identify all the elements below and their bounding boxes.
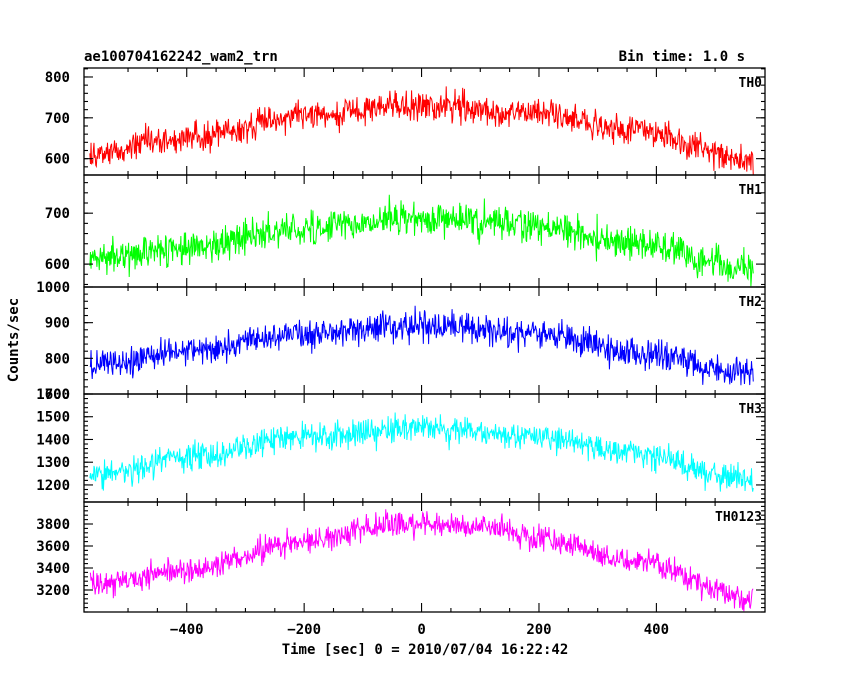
x-tick-label: 0 <box>417 622 425 638</box>
y-tick-label: 600 <box>45 152 70 168</box>
panel-th3: 1200 1300 1400 1500 1600 TH3 <box>36 387 766 503</box>
series-th1 <box>89 194 754 287</box>
series-th0 <box>89 86 754 175</box>
y-tick-label: 1000 <box>36 280 70 296</box>
y-tick-label: 800 <box>45 70 70 86</box>
panel-frame <box>83 286 766 395</box>
x-tick-label: −200 <box>287 622 321 638</box>
y-tick-label: 600 <box>45 257 70 273</box>
y-tick-label: 1600 <box>36 387 70 403</box>
chart-title: ae100704162242_wam2_trn <box>84 49 278 65</box>
panel-th0: 600 700 800 TH0 <box>45 67 766 176</box>
panel-label-th0123: TH0123 <box>715 510 762 525</box>
panel-frame <box>83 67 766 176</box>
panel-frame <box>83 174 766 288</box>
panel-th1: 600 700 TH1 <box>45 174 766 288</box>
panel-label-th0: TH0 <box>739 76 763 91</box>
y-tick-label: 1400 <box>36 432 70 448</box>
y-tick-label: 3800 <box>36 517 70 533</box>
y-tick-label: 700 <box>45 111 70 127</box>
y-tick-label: 1300 <box>36 455 70 471</box>
y-tick-label: 1500 <box>36 410 70 426</box>
y-tick-label: 700 <box>45 206 70 222</box>
panel-frame <box>83 393 766 503</box>
x-tick-label: −400 <box>170 622 204 638</box>
panel-label-th2: TH2 <box>739 295 762 310</box>
series-th3 <box>89 412 754 492</box>
panels-group: 600 700 800 TH0 600 700 TH1 700 800 900 1000 TH2 120… <box>36 67 766 638</box>
y-tick-label: 3400 <box>36 561 70 577</box>
y-tick-label: 3200 <box>36 583 70 599</box>
y-tick-label: 3600 <box>36 539 70 555</box>
x-axis-label: Time [sec] 0 = 2010/07/04 16:22:42 <box>282 642 569 658</box>
panel-label-th3: TH3 <box>739 402 762 417</box>
y-tick-label: 700 <box>45 387 70 403</box>
x-tick-label: 200 <box>526 622 551 638</box>
y-tick-label: 800 <box>45 351 70 367</box>
series-th2 <box>89 305 754 386</box>
series-th0123 <box>89 509 754 612</box>
y-axis-label: Counts/sec <box>6 298 22 382</box>
panel-label-th1: TH1 <box>739 183 763 198</box>
y-tick-label: 900 <box>45 316 70 332</box>
panel-th2: 700 800 900 1000 TH2 <box>36 280 766 403</box>
x-tick-label: 400 <box>644 622 669 638</box>
panel-frame <box>83 501 766 613</box>
y-tick-label: 1200 <box>36 478 70 494</box>
bin-time-label: Bin time: 1.0 s <box>619 49 745 65</box>
panel-th0123: 3200 3400 3600 3800 TH0123 −400 −200 0 200 400 <box>36 501 766 638</box>
